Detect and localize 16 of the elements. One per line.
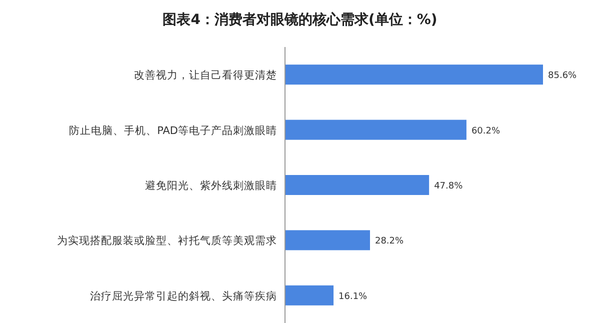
bar [285, 64, 543, 85]
y-tick-label: 防止电脑、手机、PAD等电子产品刺激眼睛 [69, 124, 277, 137]
data-label: 60.2% [471, 126, 500, 136]
data-label: 85.6% [548, 71, 578, 82]
bar [285, 285, 334, 306]
y-tick-label: 为实现搭配服装或脸型、衬托气质等美观需求 [57, 234, 277, 248]
bar [285, 120, 466, 140]
bar [285, 175, 430, 195]
y-tick-label: 避免阳光、紫外线刺激眼睛 [145, 179, 277, 192]
bar [285, 230, 370, 250]
chart-title: 图表4：消费者对眼镜的核心需求(单位：%) [162, 11, 438, 28]
data-label: 16.1% [338, 292, 368, 302]
y-tick-label: 改善视力，让自己看得更清楚 [134, 68, 277, 82]
y-tick-label: 治疗屈光异常引起的斜视、头痛等疾病 [90, 289, 277, 302]
data-label: 28.2% [374, 236, 404, 247]
data-label: 47.8% [434, 182, 464, 192]
